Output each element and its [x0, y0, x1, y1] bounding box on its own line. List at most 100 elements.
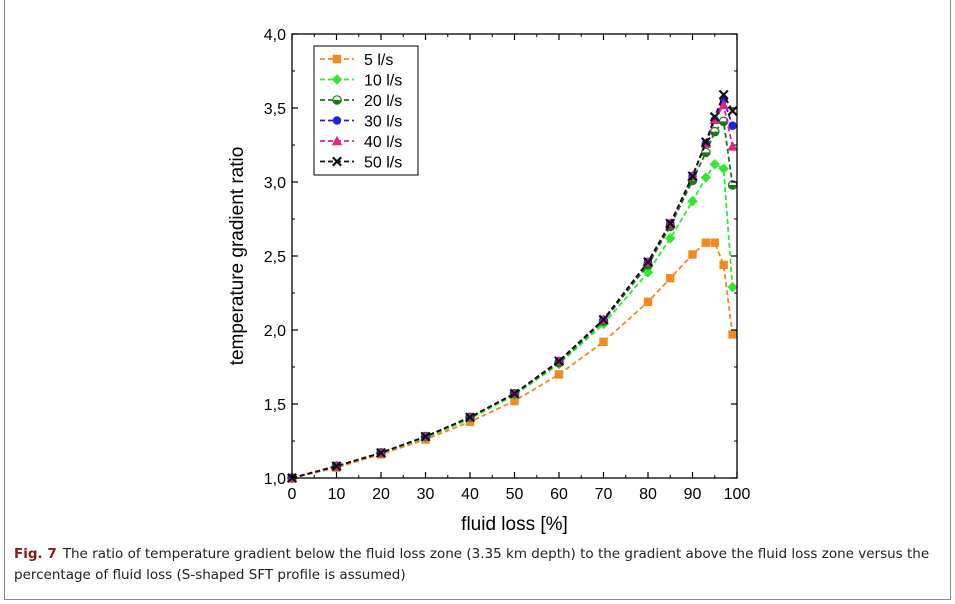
- legend-marker: [332, 156, 342, 167]
- x-tick-label: 50: [506, 486, 524, 503]
- data-point-stroke-b: [709, 111, 720, 122]
- data-point: [718, 163, 729, 174]
- data-point: [599, 337, 608, 347]
- x-tick-label: 40: [461, 486, 479, 503]
- data-point: [598, 314, 609, 325]
- legend-marker: [332, 95, 342, 105]
- data-point: [709, 159, 720, 170]
- x-tick-label: 100: [724, 486, 751, 503]
- data-point: [510, 396, 519, 406]
- data-point-stroke-b: [718, 89, 729, 100]
- data-point-stroke-b: [509, 388, 520, 399]
- x-tick-label: 0: [288, 486, 297, 503]
- legend-marker: [331, 74, 343, 85]
- legend-marker: [332, 116, 342, 125]
- data-point: [728, 330, 737, 339]
- figure-caption: Fig. 7 The ratio of temperature gradient …: [14, 544, 944, 586]
- y-tick-label: 2,5: [264, 249, 286, 266]
- data-point-stroke-b: [554, 356, 564, 367]
- data-point: [331, 461, 342, 472]
- data-point-fill: [728, 184, 737, 190]
- plot-area: [286, 89, 738, 484]
- data-point-stroke-b: [700, 137, 711, 148]
- data-point: [700, 172, 712, 183]
- legend-label: 50 l/s: [364, 155, 402, 172]
- x-tick-label: 80: [639, 486, 657, 503]
- data-point-stroke-b: [687, 171, 698, 182]
- data-point: [666, 274, 675, 283]
- data-point: [643, 297, 653, 307]
- data-point-fill: [701, 152, 711, 157]
- data-point: [554, 356, 564, 367]
- caption-text: The ratio of temperature gradient below …: [14, 546, 930, 583]
- x-tick-label: 60: [550, 486, 568, 503]
- y-tick-label: 4,0: [264, 27, 286, 44]
- data-point: [420, 431, 431, 442]
- data-point: [718, 99, 729, 110]
- data-point: [709, 126, 720, 137]
- data-point: [701, 238, 711, 247]
- data-point-stroke-b: [465, 412, 475, 423]
- data-point: [727, 281, 738, 293]
- legend-label: 10 l/s: [364, 73, 402, 90]
- y-tick-label: 3,5: [264, 101, 286, 118]
- data-point-stroke-b: [376, 447, 386, 458]
- data-point: [710, 238, 719, 247]
- data-point: [688, 250, 697, 259]
- x-axis-label: fluid loss [%]: [461, 514, 568, 535]
- series-line: [291, 163, 734, 479]
- figure-frame: [4, 0, 951, 600]
- data-point: [727, 180, 738, 190]
- data-point: [687, 196, 698, 207]
- legend-box: [313, 45, 419, 176]
- y-tick-label: 2,0: [264, 323, 286, 340]
- x-tick-label: 30: [417, 486, 435, 503]
- data-point: [687, 171, 698, 182]
- data-point: [701, 147, 711, 158]
- y-tick-label: 1,0: [264, 471, 286, 488]
- data-point-fill: [719, 121, 728, 126]
- data-point: [718, 89, 729, 100]
- series-0: [287, 238, 737, 483]
- y-axis-label: temperature gradient ratio: [227, 147, 248, 366]
- legend-label: 30 l/s: [364, 114, 402, 131]
- x-tick-label: 70: [595, 486, 613, 503]
- y-tick-label: 1,5: [264, 397, 286, 414]
- legend-marker: [332, 54, 342, 64]
- chart: 0 10 20 30 40 50 60 70 80 90 100 1,0 1,5 2,0 2,5 3,0 3,5…: [227, 27, 751, 535]
- data-point: [665, 218, 676, 229]
- x-tick-label: 90: [684, 486, 702, 503]
- x-tick-label: 20: [372, 486, 390, 503]
- figure-label: Fig. 7: [14, 546, 57, 562]
- data-point-stroke-b: [598, 314, 609, 325]
- legend-marker: [331, 135, 343, 146]
- series-5: [287, 89, 738, 483]
- data-point-fill: [688, 180, 697, 185]
- data-point: [642, 267, 654, 278]
- data-point-stroke-b: [331, 461, 342, 472]
- data-point: [727, 141, 738, 151]
- legend-label: 5 l/s: [364, 52, 393, 69]
- data-point: [700, 137, 711, 148]
- data-point: [509, 388, 520, 399]
- legend-marker-stroke-b: [332, 156, 342, 167]
- data-point-fill: [710, 131, 719, 136]
- data-point: [643, 256, 653, 267]
- legend: 5 l/s 10 l/s 20 l/s 30 l/s 40 l/s 50 l/s: [313, 45, 419, 176]
- data-point-stroke-b: [643, 256, 653, 267]
- legend-label: 40 l/s: [364, 134, 402, 151]
- data-point: [665, 233, 676, 244]
- data-point: [719, 260, 728, 270]
- y-tick-label: 3,0: [264, 175, 286, 192]
- data-point: [709, 111, 720, 122]
- legend-label: 20 l/s: [364, 93, 402, 110]
- data-point-stroke-b: [665, 218, 676, 229]
- legend-marker-fill: [332, 100, 342, 105]
- data-point: [554, 370, 564, 379]
- data-point-stroke-b: [420, 431, 431, 442]
- axes: 0 10 20 30 40 50 60 70 80 90 100 1,0 1,5 2,0 2,5 3,0 3,5…: [264, 27, 751, 503]
- series-1: [286, 159, 738, 484]
- x-tick-label: 10: [328, 486, 346, 503]
- data-point: [728, 121, 737, 130]
- data-point: [376, 447, 386, 458]
